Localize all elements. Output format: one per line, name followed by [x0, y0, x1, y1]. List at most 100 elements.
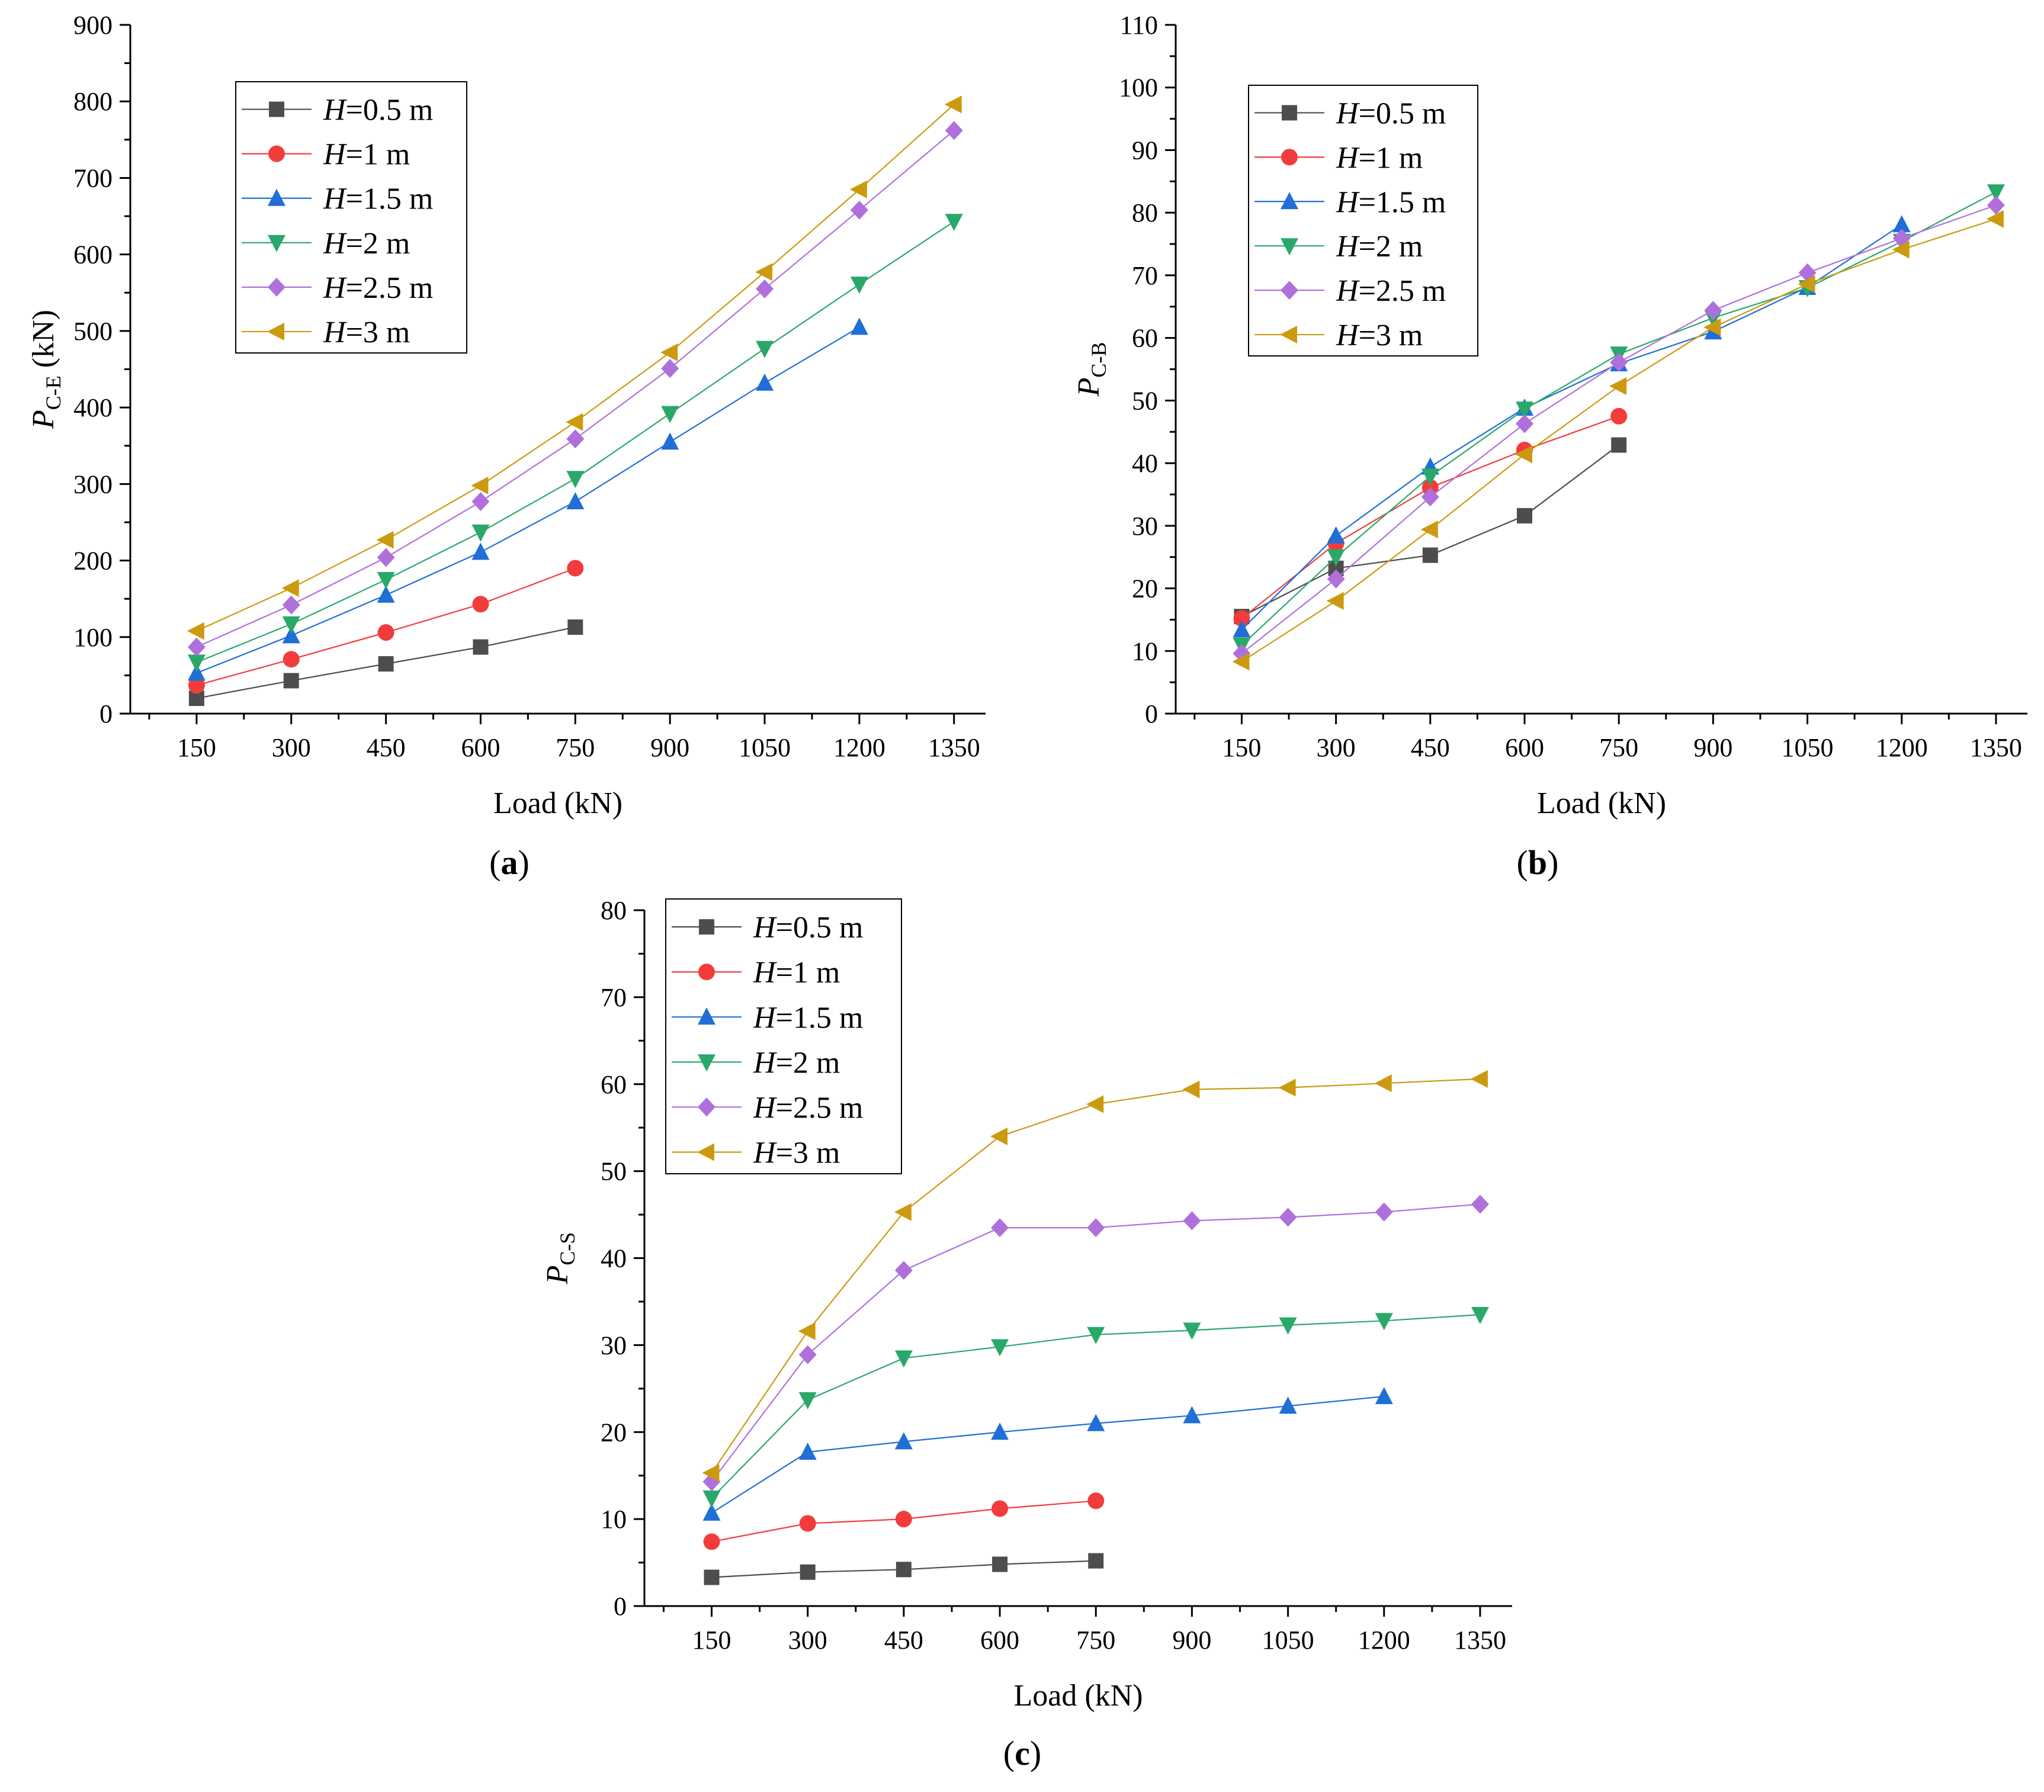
data-point — [849, 180, 867, 198]
y-tick-label: 10 — [601, 1505, 627, 1534]
y-tick-label: 110 — [1120, 11, 1158, 40]
data-point — [894, 1432, 913, 1450]
data-point — [1514, 445, 1532, 464]
data-point — [1704, 301, 1722, 320]
data-point — [991, 1218, 1009, 1238]
series-2.5mm — [187, 121, 963, 657]
data-point — [1087, 1492, 1105, 1510]
y-tick-label: 100 — [1119, 73, 1158, 102]
data-point — [566, 429, 585, 449]
x-tick-label: 450 — [884, 1626, 923, 1655]
legend-label: H=3 m — [753, 1136, 840, 1170]
data-point — [798, 1392, 817, 1409]
series-1.5mm — [702, 1387, 1393, 1521]
data-point — [1087, 1327, 1105, 1344]
data-point — [894, 1203, 912, 1221]
legend-marker — [698, 964, 715, 981]
panel-label: (a) — [489, 843, 530, 882]
data-point — [1183, 1211, 1201, 1231]
data-point — [1471, 1194, 1489, 1214]
data-point — [1798, 275, 1815, 293]
y-tick-label: 0 — [614, 1592, 627, 1621]
legend-marker — [1280, 326, 1297, 344]
data-point — [1892, 240, 1910, 259]
legend-label: H=1 m — [1336, 141, 1423, 175]
data-point — [1471, 1306, 1489, 1324]
x-tick-label: 1200 — [1876, 733, 1928, 762]
data-point — [471, 476, 489, 494]
data-point — [567, 560, 584, 577]
x-tick-label: 900 — [1693, 733, 1732, 762]
series-3mm — [1232, 210, 2004, 671]
x-axis-title: Load (kN) — [1013, 1679, 1143, 1713]
series-line — [196, 326, 860, 674]
data-point — [1987, 184, 2005, 202]
data-point — [377, 585, 395, 603]
data-point — [1087, 1218, 1105, 1238]
panel-label: (b) — [1517, 843, 1559, 882]
legend-label: H=2 m — [753, 1046, 840, 1080]
data-point — [377, 624, 394, 641]
legend-marker — [697, 1143, 714, 1161]
data-point — [945, 214, 963, 232]
y-tick-label: 300 — [73, 470, 113, 499]
x-tick-label: 1350 — [1970, 733, 2022, 762]
legend-label: H=1.5 m — [1336, 185, 1446, 219]
data-point — [661, 359, 679, 378]
x-tick-label: 750 — [1076, 1626, 1115, 1655]
data-point — [1470, 1070, 1488, 1088]
data-point — [1232, 653, 1250, 671]
x-tick-label: 150 — [692, 1626, 731, 1655]
series-0.5mm — [704, 1553, 1104, 1585]
x-tick-label: 300 — [1317, 733, 1356, 762]
data-point — [1703, 318, 1721, 336]
data-point — [1327, 549, 1345, 567]
y-tick-label: 90 — [1132, 136, 1158, 165]
data-point — [567, 619, 583, 635]
data-point — [992, 1556, 1008, 1572]
y-tick-label: 60 — [601, 1070, 627, 1099]
chart-panel-a: 0 100 200 300 400 500 600 700 800 900 150 300 450 600… — [27, 11, 986, 882]
data-point — [702, 1490, 721, 1508]
data-point — [1327, 569, 1345, 589]
data-point — [894, 1261, 913, 1280]
chart-panel-c: 0 10 20 30 40 50 60 70 80 150 300 450 600 750 900 1050 1… — [541, 896, 1512, 1772]
legend: H=0.5 m H=1 m H=1.5 m H=2 m H=2.5 m H=3 m — [665, 898, 902, 1174]
y-tick-label: 0 — [1145, 699, 1158, 728]
data-point — [895, 1511, 912, 1528]
legend-box — [665, 898, 902, 1174]
data-point — [1183, 1406, 1201, 1424]
data-point — [283, 673, 299, 689]
data-point — [756, 279, 774, 298]
y-tick-label: 500 — [73, 317, 113, 346]
data-point — [1515, 414, 1533, 433]
legend-label: H=2 m — [323, 227, 410, 261]
series-3mm — [702, 1070, 1488, 1482]
data-point — [472, 596, 489, 613]
x-axis-title: Load (kN) — [1537, 786, 1666, 820]
series-line — [711, 1395, 1384, 1514]
y-tick-label: 20 — [1132, 574, 1158, 603]
legend-label: H=1 m — [323, 138, 410, 172]
data-point — [1183, 1322, 1201, 1340]
y-axis-title: PC-B — [1072, 342, 1111, 397]
data-point — [187, 622, 204, 640]
legend: H=0.5 m H=1 m H=1.5 m H=2 m H=2.5 m H=3 m — [235, 81, 467, 354]
data-point — [283, 651, 300, 668]
data-point — [1515, 402, 1533, 419]
legend-label: H=2.5 m — [753, 1091, 863, 1125]
y-tick-label: 40 — [601, 1244, 627, 1273]
legend-marker — [699, 919, 714, 935]
y-tick-label: 70 — [601, 983, 627, 1012]
y-tick-label: 30 — [601, 1331, 627, 1360]
data-point — [1279, 1317, 1297, 1335]
legend-marker — [269, 101, 284, 117]
data-point — [990, 1127, 1008, 1145]
legend-label: H=2.5 m — [1336, 274, 1446, 308]
data-point — [798, 1443, 817, 1460]
data-point — [1610, 352, 1628, 372]
legend-marker — [1282, 105, 1297, 121]
legend-label: H=1.5 m — [323, 182, 433, 216]
series-3mm — [187, 95, 962, 640]
data-point — [1516, 508, 1532, 524]
